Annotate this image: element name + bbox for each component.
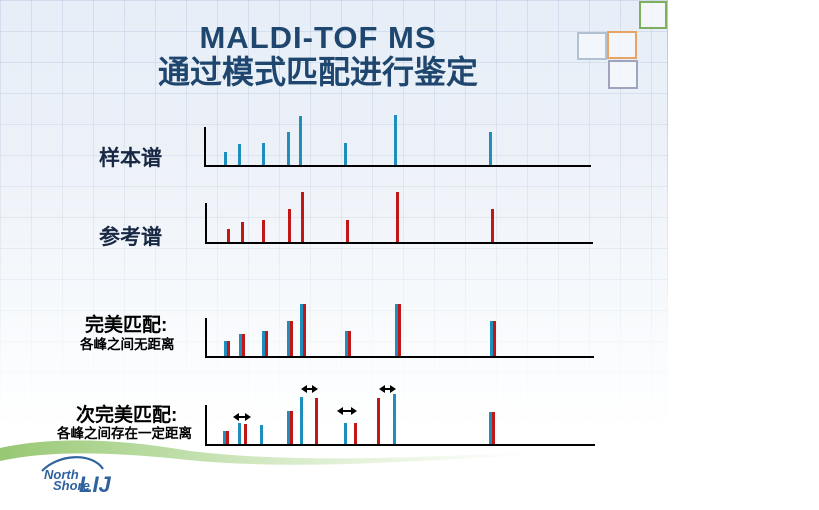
perfect-match-peak bbox=[290, 321, 293, 356]
perfect-match-peak bbox=[493, 321, 496, 356]
perfect-match-peak bbox=[224, 341, 227, 356]
northshore-lij-logo: North Shore LIJ bbox=[0, 440, 540, 497]
distance-arrow bbox=[237, 416, 247, 418]
perfect-match-peak bbox=[490, 321, 493, 356]
perfect-match-peak bbox=[303, 304, 306, 356]
subperfect-match-peak bbox=[287, 411, 290, 444]
reference-baseline bbox=[205, 242, 593, 244]
sublabel-perfect-match: 各峰之间无距离 bbox=[80, 337, 175, 352]
subperfect-match-peak bbox=[226, 431, 229, 444]
sample-peak bbox=[238, 144, 241, 165]
decor-square-steel bbox=[577, 32, 607, 60]
reference-peak bbox=[346, 220, 349, 242]
label-subperfect-match: 次完美匹配: bbox=[76, 405, 178, 426]
perfect-match-peak bbox=[227, 341, 230, 356]
reference-peak bbox=[241, 222, 244, 242]
subperfect-match-peak bbox=[344, 423, 347, 444]
subperfect-match-y-axis bbox=[205, 405, 207, 446]
reference-peak bbox=[301, 192, 304, 242]
distance-arrow-left-head bbox=[337, 407, 343, 415]
distance-arrow-left-head bbox=[301, 385, 307, 393]
distance-arrow-right-head bbox=[312, 385, 318, 393]
perfect-match-peak bbox=[242, 334, 245, 356]
perfect-match-peak bbox=[300, 304, 303, 356]
perfect-match-peak bbox=[239, 334, 242, 356]
sample-peak bbox=[489, 132, 492, 165]
slide-title: MALDI-TOF MS 通过模式匹配进行鉴定 bbox=[0, 21, 636, 90]
logo-arc bbox=[41, 456, 104, 472]
sample-peak bbox=[262, 143, 265, 165]
distance-arrow-left-head bbox=[379, 385, 385, 393]
green-swoosh bbox=[0, 440, 540, 465]
logo-text-lij: LIJ bbox=[79, 472, 112, 497]
reference-peak bbox=[491, 209, 494, 242]
subperfect-match-peak bbox=[492, 412, 495, 444]
perfect-match-baseline bbox=[205, 356, 594, 358]
decor-square-orange bbox=[607, 31, 637, 59]
label-sample-spectrum: 样本谱 bbox=[99, 147, 162, 170]
perfect-match-peak bbox=[262, 331, 265, 356]
subperfect-match-baseline bbox=[205, 444, 595, 446]
slide-background bbox=[0, 0, 668, 510]
sublabel-subperfect-match: 各峰之间存在一定距离 bbox=[57, 426, 192, 441]
sample-peak bbox=[394, 115, 397, 165]
label-perfect-match: 完美匹配: bbox=[85, 315, 168, 336]
reference-peak bbox=[227, 229, 230, 242]
slide-right-edge bbox=[667, 0, 668, 340]
distance-arrow-left-head bbox=[233, 413, 239, 421]
slide-title-line1: MALDI-TOF MS bbox=[199, 20, 437, 55]
background-grid bbox=[0, 0, 668, 510]
distance-arrow bbox=[383, 388, 392, 390]
subperfect-match-peak bbox=[223, 431, 226, 444]
reference-peak bbox=[262, 220, 265, 242]
subperfect-match-peak bbox=[300, 397, 303, 444]
subperfect-match-peak bbox=[393, 394, 396, 444]
sample-peak bbox=[224, 152, 227, 165]
subperfect-match-peak bbox=[290, 411, 293, 444]
distance-arrow-right-head bbox=[351, 407, 357, 415]
decor-square-green bbox=[639, 1, 667, 29]
subperfect-match-peak bbox=[315, 398, 318, 444]
subperfect-match-peak bbox=[377, 398, 380, 444]
subperfect-match-peak bbox=[489, 412, 492, 444]
perfect-match-peak bbox=[348, 331, 351, 356]
sample-peak bbox=[299, 116, 302, 165]
subperfect-match-peak bbox=[354, 423, 357, 444]
perfect-match-y-axis bbox=[205, 318, 207, 358]
sample-peak bbox=[344, 143, 347, 165]
reference-y-axis bbox=[205, 203, 207, 244]
distance-arrow bbox=[341, 410, 353, 412]
subperfect-match-peak bbox=[244, 424, 247, 444]
distance-arrow-right-head bbox=[245, 413, 251, 421]
distance-arrow-right-head bbox=[390, 385, 396, 393]
perfect-match-peak bbox=[395, 304, 398, 356]
label-reference-spectrum: 参考谱 bbox=[99, 226, 162, 249]
sample-baseline bbox=[204, 165, 591, 167]
subperfect-match-peak bbox=[238, 423, 241, 444]
logo-text-shore: Shore bbox=[53, 478, 90, 493]
slide-title-line2: 通过模式匹配进行鉴定 bbox=[157, 54, 478, 90]
perfect-match-peak bbox=[265, 331, 268, 356]
logo-text-north: North bbox=[44, 467, 79, 482]
perfect-match-peak bbox=[287, 321, 290, 356]
perfect-match-peak bbox=[398, 304, 401, 356]
reference-peak bbox=[396, 192, 399, 242]
distance-arrow bbox=[305, 388, 314, 390]
sample-y-axis bbox=[204, 127, 206, 167]
sample-peak bbox=[287, 132, 290, 165]
subperfect-match-peak bbox=[260, 425, 263, 444]
perfect-match-peak bbox=[345, 331, 348, 356]
reference-peak bbox=[288, 209, 291, 242]
decor-square-gray bbox=[608, 60, 638, 89]
